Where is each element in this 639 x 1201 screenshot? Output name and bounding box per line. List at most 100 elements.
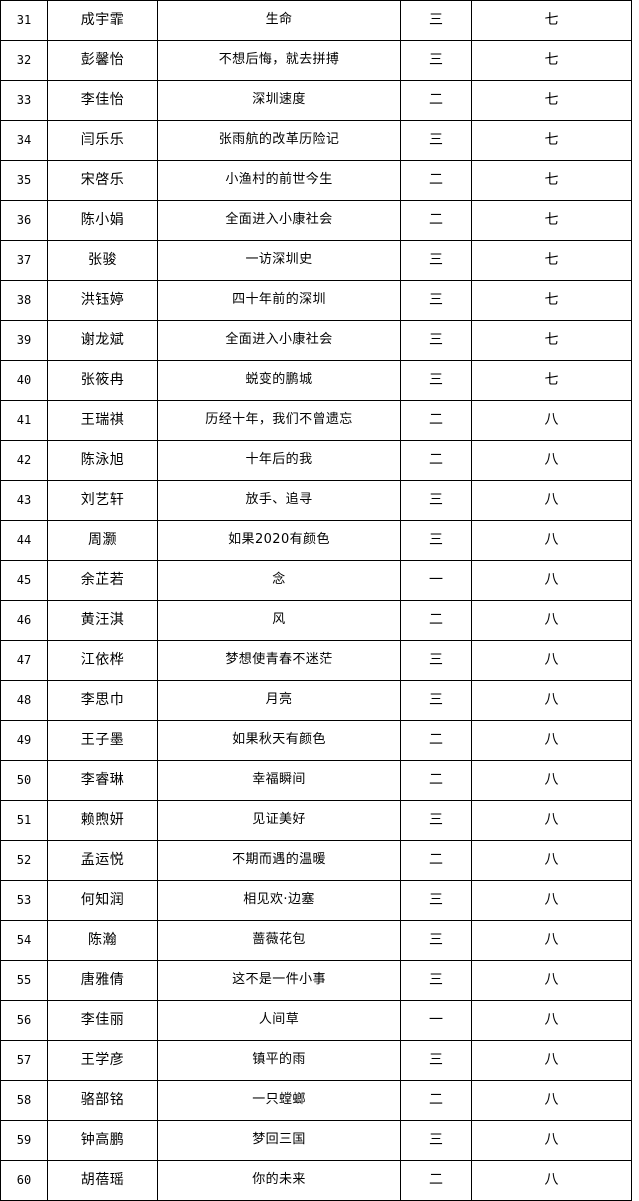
cell-grade: 三: [400, 40, 472, 81]
table-row: 57 王学彦 镇平的雨三八: [0, 1040, 632, 1081]
cell-index: 33: [0, 80, 48, 121]
cell-name: 陈泳旭: [47, 440, 158, 481]
cell-grade: 三: [400, 360, 472, 401]
cell-index: 55: [0, 960, 48, 1001]
cell-title: 蜕变的鹏城: [157, 360, 401, 401]
cell-name: 李思巾: [47, 680, 158, 721]
cell-index: 39: [0, 320, 48, 361]
cell-grade: 二: [400, 1080, 472, 1121]
cell-title: 月亮: [157, 680, 401, 721]
cell-name: 王瑞祺: [47, 400, 158, 441]
cell-title: 张雨航的改革历险记: [157, 120, 401, 161]
cell-grade: 三: [400, 880, 472, 921]
table-row: 37 张骏 一访深圳史三七: [0, 240, 632, 281]
table-row: 55 唐雅倩 这不是一件小事三八: [0, 960, 632, 1001]
cell-title: 全面进入小康社会: [157, 200, 401, 241]
table-row: 34 闫乐乐 张雨航的改革历险记三七: [0, 120, 632, 161]
table-row: 40 张筱冉 蜕变的鹏城三七: [0, 360, 632, 401]
cell-grade: 三: [400, 120, 472, 161]
cell-class: 七: [471, 360, 632, 401]
table-row: 48 李思巾 月亮三八: [0, 680, 632, 721]
cell-grade: 三: [400, 640, 472, 681]
cell-index: 31: [0, 0, 48, 41]
cell-name: 江依桦: [47, 640, 158, 681]
cell-index: 44: [0, 520, 48, 561]
cell-index: 54: [0, 920, 48, 961]
cell-name: 余芷若: [47, 560, 158, 601]
cell-title: 你的未来: [157, 1160, 401, 1201]
cell-grade: 二: [400, 840, 472, 881]
cell-name: 成宇霏: [47, 0, 158, 41]
cell-name: 闫乐乐: [47, 120, 158, 161]
cell-name: 李佳丽: [47, 1000, 158, 1041]
cell-grade: 三: [400, 240, 472, 281]
cell-name: 陈小娟: [47, 200, 158, 241]
cell-title: 四十年前的深圳: [157, 280, 401, 321]
cell-name: 李佳怡: [47, 80, 158, 121]
cell-title: 历经十年，我们不曾遗忘: [157, 400, 401, 441]
cell-index: 34: [0, 120, 48, 161]
cell-grade: 三: [400, 960, 472, 1001]
cell-class: 七: [471, 280, 632, 321]
table-row: 46 黄汪淇风二八: [0, 600, 632, 641]
cell-class: 七: [471, 320, 632, 361]
cell-grade: 三: [400, 1040, 472, 1081]
cell-title: 如果秋天有颜色: [157, 720, 401, 761]
cell-index: 38: [0, 280, 48, 321]
cell-grade: 一: [400, 1000, 472, 1041]
cell-grade: 二: [400, 760, 472, 801]
cell-grade: 二: [400, 200, 472, 241]
cell-class: 七: [471, 240, 632, 281]
cell-index: 59: [0, 1120, 48, 1161]
cell-name: 何知润: [47, 880, 158, 921]
cell-title: 人间草: [157, 1000, 401, 1041]
cell-class: 八: [471, 800, 632, 841]
table-row: 51 赖煦妍 见证美好三八: [0, 800, 632, 841]
table-row: 50 李睿琳 幸福瞬间二八: [0, 760, 632, 801]
cell-name: 洪钰婷: [47, 280, 158, 321]
cell-index: 45: [0, 560, 48, 601]
cell-grade: 二: [400, 1160, 472, 1201]
cell-index: 56: [0, 1000, 48, 1041]
table-row: 45 余芷若念一八: [0, 560, 632, 601]
cell-index: 41: [0, 400, 48, 441]
cell-name: 赖煦妍: [47, 800, 158, 841]
cell-title: 深圳速度: [157, 80, 401, 121]
cell-class: 七: [471, 80, 632, 121]
cell-title: 蔷薇花包: [157, 920, 401, 961]
cell-class: 七: [471, 0, 632, 41]
cell-class: 八: [471, 640, 632, 681]
table-row: 43 刘艺轩 放手、追寻三八: [0, 480, 632, 521]
cell-class: 八: [471, 880, 632, 921]
cell-class: 八: [471, 520, 632, 561]
cell-index: 57: [0, 1040, 48, 1081]
cell-class: 八: [471, 680, 632, 721]
cell-name: 周灏: [47, 520, 158, 561]
cell-grade: 二: [400, 160, 472, 201]
table-row: 47 江依桦 梦想使青春不迷茫三八: [0, 640, 632, 681]
table-row: 54 陈瀚 蔷薇花包三八: [0, 920, 632, 961]
cell-title: 十年后的我: [157, 440, 401, 481]
cell-class: 八: [471, 760, 632, 801]
table-row: 31 成宇霏 生命三七: [0, 0, 632, 41]
cell-name: 李睿琳: [47, 760, 158, 801]
cell-class: 七: [471, 120, 632, 161]
cell-index: 47: [0, 640, 48, 681]
cell-grade: 二: [400, 720, 472, 761]
cell-class: 七: [471, 40, 632, 81]
table-row: 53 何知润 相见欢·边塞三八: [0, 880, 632, 921]
cell-grade: 三: [400, 320, 472, 361]
cell-name: 宋啓乐: [47, 160, 158, 201]
cell-name: 王学彦: [47, 1040, 158, 1081]
cell-name: 刘艺轩: [47, 480, 158, 521]
cell-index: 42: [0, 440, 48, 481]
table-row: 60 胡蓓瑶 你的未来二八: [0, 1160, 632, 1201]
cell-grade: 二: [400, 400, 472, 441]
cell-name: 孟运悦: [47, 840, 158, 881]
cell-grade: 三: [400, 520, 472, 561]
cell-grade: 二: [400, 440, 472, 481]
cell-class: 八: [471, 480, 632, 521]
cell-class: 八: [471, 1000, 632, 1041]
cell-title: 这不是一件小事: [157, 960, 401, 1001]
